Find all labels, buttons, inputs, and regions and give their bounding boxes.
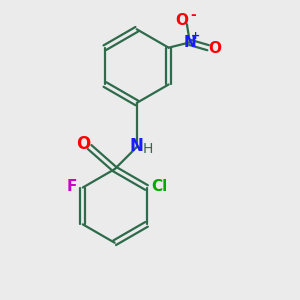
Text: O: O [208,41,221,56]
Text: Cl: Cl [151,178,167,194]
Text: H: H [143,142,153,156]
Text: N: N [183,35,196,50]
Text: N: N [130,136,144,154]
Text: F: F [66,178,77,194]
Text: +: + [191,31,200,41]
Text: O: O [175,13,188,28]
Text: O: O [76,135,90,153]
Text: -: - [190,8,196,22]
